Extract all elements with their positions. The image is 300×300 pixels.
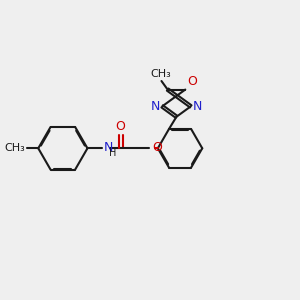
Text: CH₃: CH₃ — [5, 143, 26, 153]
Text: N: N — [151, 100, 160, 113]
Text: O: O — [152, 141, 162, 154]
Text: N: N — [193, 100, 202, 113]
Text: O: O — [188, 75, 198, 88]
Text: CH₃: CH₃ — [150, 69, 171, 79]
Text: N: N — [103, 141, 113, 154]
Text: H: H — [109, 148, 116, 158]
Text: O: O — [116, 120, 125, 133]
